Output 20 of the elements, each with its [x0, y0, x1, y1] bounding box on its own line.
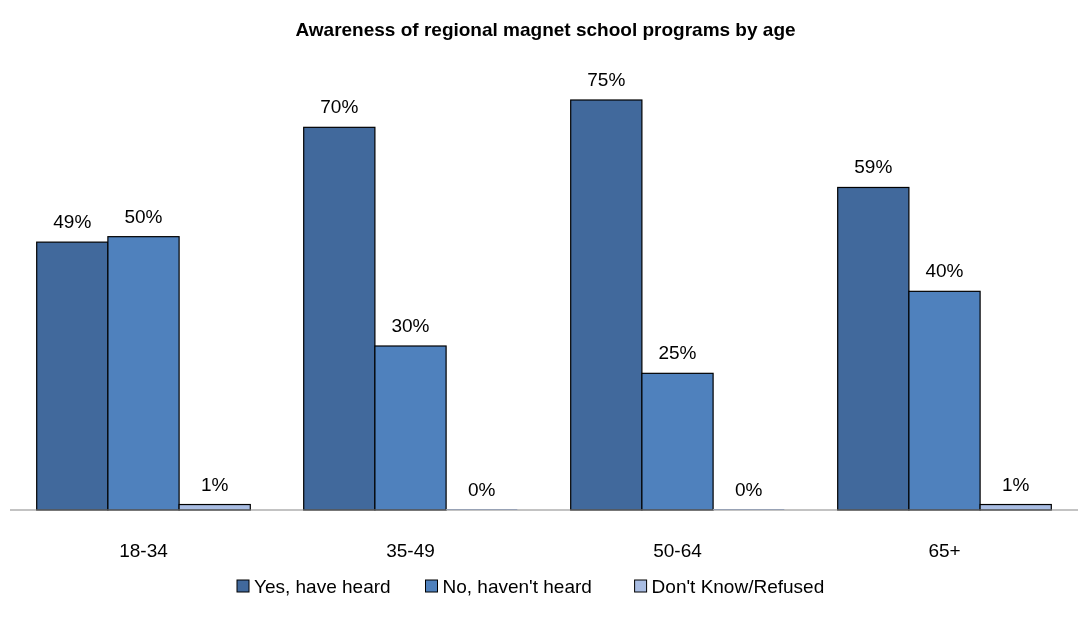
data-label: 0%	[467, 479, 496, 500]
data-label: 59%	[854, 156, 893, 178]
data-label: 40%	[925, 260, 964, 282]
x-tick-label: 65+	[928, 540, 961, 561]
data-label: 49%	[53, 211, 92, 233]
data-label: 0%	[734, 479, 763, 500]
legend-label: No, haven't heard	[442, 576, 592, 597]
data-label: 70%	[320, 96, 359, 118]
data-label: 1%	[200, 473, 229, 495]
legend-label: Yes, have heard	[254, 576, 391, 597]
x-tick-label: 50-64	[653, 540, 703, 561]
x-tick-label: 35-49	[386, 540, 435, 561]
legend-label: Don't Know/Refused	[651, 576, 825, 597]
data-label: 25%	[658, 342, 697, 364]
chart-title: Awareness of regional magnet school programs by age	[295, 19, 796, 40]
data-label: 75%	[587, 69, 626, 90]
data-label: 1%	[1001, 473, 1030, 495]
x-tick-label: 18-34	[119, 540, 169, 561]
data-label: 50%	[124, 205, 163, 227]
data-label: 30%	[391, 315, 430, 336]
